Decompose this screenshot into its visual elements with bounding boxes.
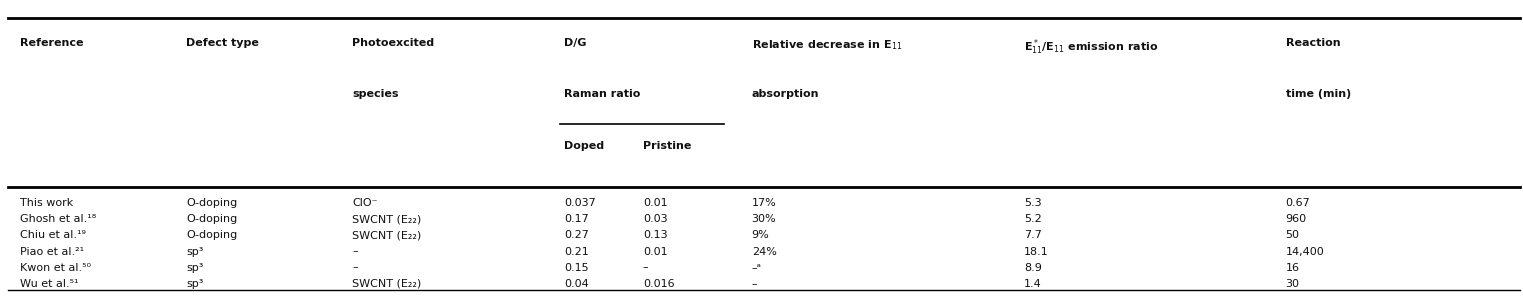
Text: O-doping: O-doping <box>186 214 238 224</box>
Text: Reaction: Reaction <box>1285 38 1340 48</box>
Text: –: – <box>352 246 358 257</box>
Text: Relative decrease in E$_{11}$: Relative decrease in E$_{11}$ <box>752 38 902 52</box>
Text: 5.3: 5.3 <box>1023 198 1042 208</box>
Text: 0.17: 0.17 <box>564 214 589 224</box>
Text: ClO⁻: ClO⁻ <box>352 198 378 208</box>
Text: –: – <box>352 263 358 273</box>
Text: time (min): time (min) <box>1285 89 1351 99</box>
Text: Chiu et al.¹⁹: Chiu et al.¹⁹ <box>20 231 85 240</box>
Text: 8.9: 8.9 <box>1023 263 1042 273</box>
Text: 17%: 17% <box>752 198 777 208</box>
Text: species: species <box>352 89 399 99</box>
Text: Kwon et al.⁵⁰: Kwon et al.⁵⁰ <box>20 263 91 273</box>
Text: E$^*_{11}$/E$_{11}$ emission ratio: E$^*_{11}$/E$_{11}$ emission ratio <box>1023 38 1159 57</box>
Text: 7.7: 7.7 <box>1023 231 1042 240</box>
Text: 16: 16 <box>1285 263 1299 273</box>
Text: 0.01: 0.01 <box>643 198 667 208</box>
Text: O-doping: O-doping <box>186 198 238 208</box>
Text: 960: 960 <box>1285 214 1307 224</box>
Text: 30: 30 <box>1285 279 1299 289</box>
Text: absorption: absorption <box>752 89 819 99</box>
Text: D/G: D/G <box>564 38 586 48</box>
Text: –: – <box>752 279 757 289</box>
Text: 30%: 30% <box>752 214 777 224</box>
Text: O-doping: O-doping <box>186 231 238 240</box>
Text: This work: This work <box>20 198 73 208</box>
Text: 0.67: 0.67 <box>1285 198 1310 208</box>
Text: 14,400: 14,400 <box>1285 246 1325 257</box>
Text: 5.2: 5.2 <box>1023 214 1042 224</box>
Text: 9%: 9% <box>752 231 769 240</box>
Text: 0.01: 0.01 <box>643 246 667 257</box>
Text: 50: 50 <box>1285 231 1299 240</box>
Text: 0.03: 0.03 <box>643 214 667 224</box>
Text: 0.016: 0.016 <box>643 279 675 289</box>
Text: 24%: 24% <box>752 246 777 257</box>
Text: Piao et al.²¹: Piao et al.²¹ <box>20 246 84 257</box>
Text: Pristine: Pristine <box>643 141 691 151</box>
Text: SWCNT (E₂₂): SWCNT (E₂₂) <box>352 279 422 289</box>
Text: 18.1: 18.1 <box>1023 246 1049 257</box>
Text: 1.4: 1.4 <box>1023 279 1042 289</box>
Text: Wu et al.⁵¹: Wu et al.⁵¹ <box>20 279 78 289</box>
Text: 0.04: 0.04 <box>564 279 589 289</box>
Text: sp³: sp³ <box>186 279 204 289</box>
Text: Defect type: Defect type <box>186 38 259 48</box>
Text: SWCNT (E₂₂): SWCNT (E₂₂) <box>352 214 422 224</box>
Text: –ᵃ: –ᵃ <box>752 263 762 273</box>
Text: 0.27: 0.27 <box>564 231 589 240</box>
Text: Raman ratio: Raman ratio <box>564 89 641 99</box>
Text: –: – <box>643 263 649 273</box>
Text: 0.13: 0.13 <box>643 231 667 240</box>
Text: Doped: Doped <box>564 141 605 151</box>
Text: Reference: Reference <box>20 38 84 48</box>
Text: Photoexcited: Photoexcited <box>352 38 434 48</box>
Text: 0.21: 0.21 <box>564 246 589 257</box>
Text: sp³: sp³ <box>186 263 204 273</box>
Text: sp³: sp³ <box>186 246 204 257</box>
Text: 0.15: 0.15 <box>564 263 589 273</box>
Text: 0.037: 0.037 <box>564 198 595 208</box>
Text: SWCNT (E₂₂): SWCNT (E₂₂) <box>352 231 422 240</box>
Text: Ghosh et al.¹⁸: Ghosh et al.¹⁸ <box>20 214 96 224</box>
